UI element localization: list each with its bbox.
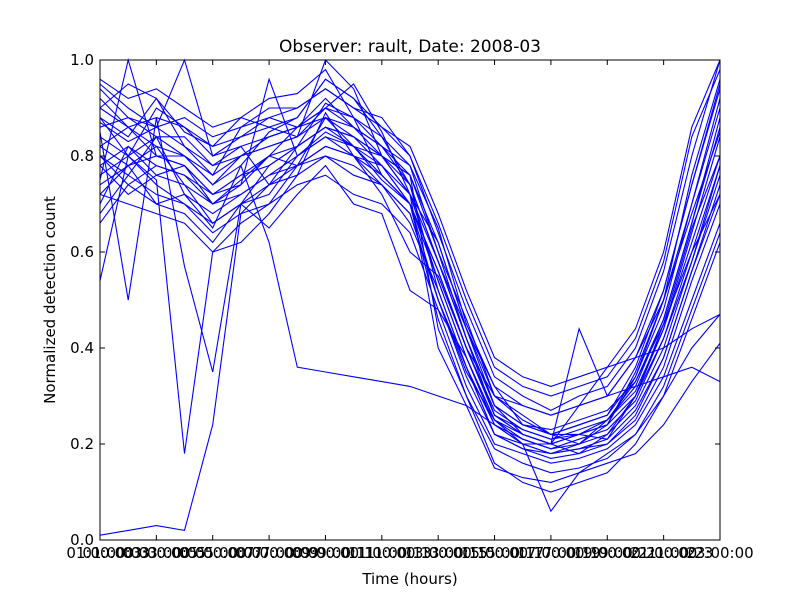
series-line-19 [99, 107, 721, 445]
x-tick-label: 21:00:00 [630, 544, 697, 562]
x-tick-label: 01:00:00 [66, 544, 133, 562]
series-line-17 [99, 116, 721, 493]
series-line-20 [99, 136, 721, 474]
series-line-24 [99, 145, 721, 455]
x-tick-label-overlay: 03:00:05 [139, 544, 206, 562]
series-line-14 [99, 174, 721, 464]
series-line-25 [99, 126, 721, 445]
y-tick-label: 0.2 [70, 435, 94, 453]
x-tick-label: 15:00:00 [461, 544, 528, 562]
x-axis-label: Time (hours) [361, 570, 457, 588]
series-line-21 [99, 59, 721, 387]
series-line-22 [99, 136, 721, 450]
x-tick-label-overlay: 21:00:23 [646, 544, 713, 562]
y-axis-label: Normalized detection count [41, 196, 59, 404]
x-tick-label: 11:00:00 [348, 544, 415, 562]
x-tick-label: 17:00:00 [517, 544, 584, 562]
series-line-28 [99, 126, 721, 445]
x-tick-label: 03:00:00 [123, 544, 190, 562]
x-tick-label-overlay: 17:00:19 [533, 544, 600, 562]
chart-title: Observer: rault, Date: 2008-03 [279, 37, 541, 57]
series-line-18 [99, 155, 721, 513]
y-axis: 0.0 0.2 0.4 0.6 0.8 1.0 [70, 51, 720, 549]
y-tick-label: 0.6 [70, 243, 94, 261]
series-line-9 [99, 59, 721, 412]
x-tick-label: 09:00:00 [292, 544, 359, 562]
series-line-23 [99, 107, 721, 431]
x-tick-label: 07:00:00 [235, 544, 302, 562]
x-tick-label: 23:00:00 [686, 544, 753, 562]
y-tick-label: 0.4 [70, 339, 94, 357]
x-tick-label-overlay: 15:00:17 [477, 544, 544, 562]
x-tick-label-overlay: 05:00:07 [195, 544, 262, 562]
plot-frame [99, 59, 721, 541]
y-tick-label: 0.0 [70, 531, 94, 549]
series-line-3 [99, 107, 721, 455]
x-tick-label-overlay: 13:00:15 [420, 544, 487, 562]
x-tick-label: 05:00:00 [179, 544, 246, 562]
series-group [99, 57, 721, 536]
series-line-1 [99, 116, 721, 536]
y-tick-label: 0.8 [70, 147, 94, 165]
x-tick-label: 19:00:00 [574, 544, 641, 562]
series-line-27 [99, 88, 721, 416]
x-axis: 01:00:0003:00:0005:00:0007:00:0009:00:00… [66, 60, 754, 562]
y-tick-label: 1.0 [70, 51, 94, 69]
x-tick-label-overlay: 01:00:03 [82, 544, 149, 562]
series-line-8 [99, 77, 721, 416]
x-tick-label: 13:00:00 [404, 544, 471, 562]
x-tick-label-overlay: 07:00:09 [251, 544, 318, 562]
series-line-12 [99, 155, 721, 459]
x-tick-label-overlay: 09:00:11 [308, 544, 375, 562]
x-tick-label-overlay: 19:00:21 [590, 544, 657, 562]
x-tick-label-overlay: 11:00:13 [364, 544, 431, 562]
